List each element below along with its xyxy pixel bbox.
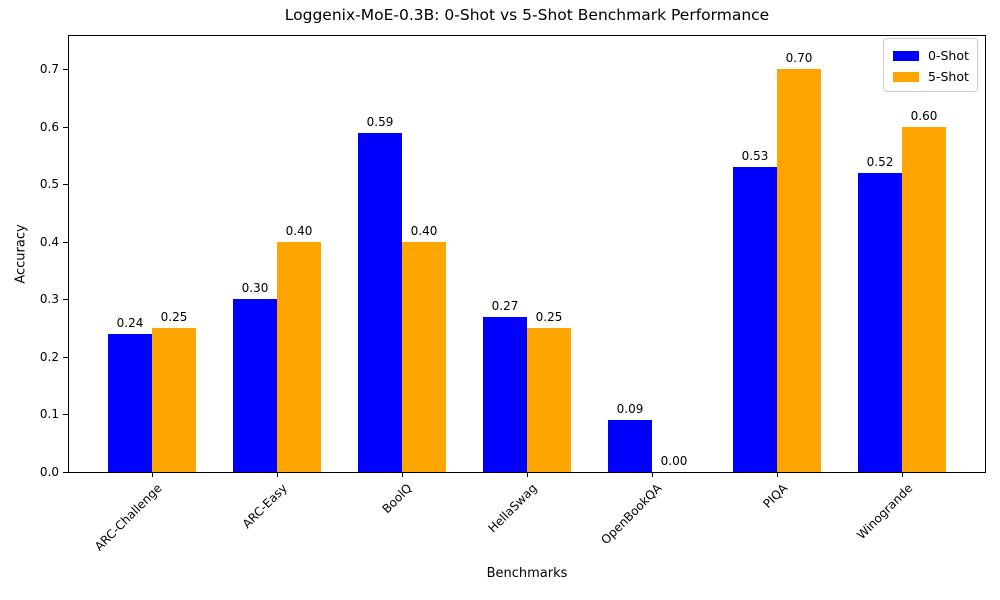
bar-value-label: 0.70: [785, 51, 813, 65]
x-tick-label: ARC-Easy: [239, 481, 290, 532]
y-tick: [63, 127, 68, 128]
bar-5-shot-winogrande: [902, 127, 946, 472]
y-tick-label: 0.7: [39, 62, 59, 76]
y-tick-label: 0.4: [39, 235, 59, 249]
x-axis-label: Benchmarks: [486, 566, 568, 581]
y-tick: [63, 357, 68, 358]
bar-value-label: 0.53: [741, 149, 769, 163]
x-tick-label: ARC-Challenge: [92, 481, 165, 554]
bar-value-label: 0.25: [535, 310, 563, 324]
y-tick: [63, 472, 68, 473]
bar-0-shot-arc-challenge: [108, 334, 152, 472]
x-tick-label: Winogrande: [853, 481, 915, 543]
y-tick: [63, 414, 68, 415]
bar-value-label: 0.24: [116, 316, 144, 330]
legend-swatch-0-shot: [893, 50, 919, 61]
bar-value-label: 0.59: [366, 115, 394, 129]
x-tick: [902, 472, 903, 477]
x-tick-label: OpenBookQA: [598, 481, 665, 548]
y-tick-label: 0.0: [39, 465, 59, 479]
x-tick: [527, 472, 528, 477]
bar-value-label: 0.40: [410, 224, 438, 238]
x-tick: [152, 472, 153, 477]
bar-0-shot-boolq: [358, 133, 402, 472]
legend-label: 0-Shot: [928, 48, 969, 63]
bar-5-shot-piqa: [777, 69, 821, 472]
y-tick-label: 0.5: [39, 177, 59, 191]
bar-value-label: 0.27: [491, 299, 519, 313]
chart-title: Loggenix-MoE-0.3B: 0-Shot vs 5-Shot Benc…: [284, 6, 770, 24]
legend-swatch-5-shot: [893, 71, 919, 82]
x-tick: [277, 472, 278, 477]
x-tick-label: HellaSwag: [485, 481, 540, 536]
bar-0-shot-hellaswag: [483, 317, 527, 472]
y-tick: [63, 69, 68, 70]
y-tick: [63, 299, 68, 300]
x-tick-label: BoolQ: [379, 481, 415, 517]
bar-0-shot-winogrande: [858, 173, 902, 472]
y-tick: [63, 242, 68, 243]
bar-value-label: 0.30: [241, 281, 269, 295]
bar-5-shot-arc-easy: [277, 242, 321, 472]
legend-item-0-shot: 0-Shot: [893, 45, 969, 66]
bar-5-shot-hellaswag: [527, 328, 571, 472]
bar-value-label: 0.60: [910, 109, 938, 123]
bar-0-shot-openbookqa: [608, 420, 652, 472]
y-axis-label: Accuracy: [13, 224, 29, 284]
y-tick-label: 0.3: [39, 292, 59, 306]
y-tick-label: 0.2: [39, 350, 59, 364]
legend-item-5-shot: 5-Shot: [893, 66, 969, 87]
bar-5-shot-arc-challenge: [152, 328, 196, 472]
bar-5-shot-boolq: [402, 242, 446, 472]
bar-value-label: 0.52: [866, 155, 894, 169]
x-tick: [777, 472, 778, 477]
bar-value-label: 0.00: [660, 454, 688, 468]
legend: 0-Shot 5-Shot: [883, 38, 978, 92]
bar-value-label: 0.40: [285, 224, 313, 238]
x-tick: [652, 472, 653, 477]
y-tick: [63, 184, 68, 185]
x-tick: [402, 472, 403, 477]
y-tick-label: 0.6: [39, 120, 59, 134]
bar-0-shot-arc-easy: [233, 299, 277, 472]
x-tick-label: PIQA: [759, 481, 790, 512]
legend-label: 5-Shot: [928, 69, 969, 84]
bar-value-label: 0.25: [160, 310, 188, 324]
bar-0-shot-piqa: [733, 167, 777, 472]
bar-value-label: 0.09: [616, 402, 644, 416]
y-tick-label: 0.1: [39, 407, 59, 421]
